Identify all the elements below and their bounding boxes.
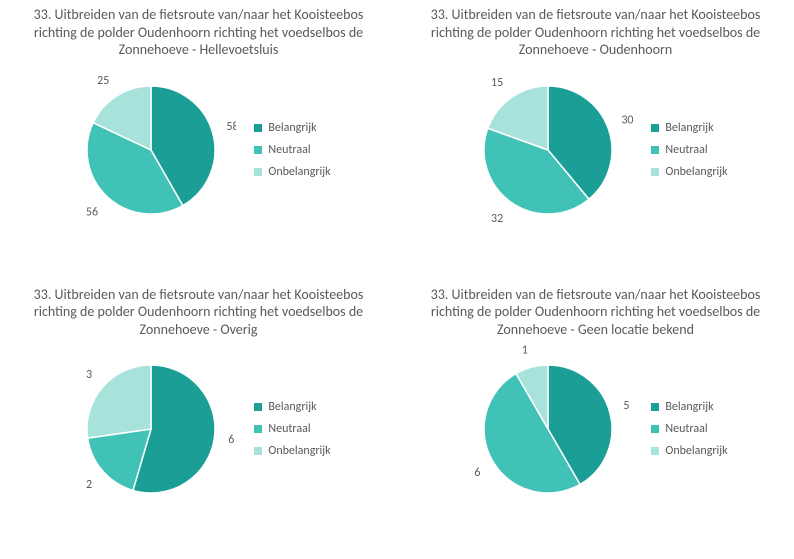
chart-row: 5 6 1 Belangrijk Neutraal Onbelangrijk <box>405 344 786 514</box>
legend-item-neutraal: Neutraal <box>651 143 727 157</box>
legend: Belangrijk Neutraal Onbelangrijk <box>254 400 330 458</box>
chart-row: 30 32 15 Belangrijk Neutraal Onbelangrijk <box>405 65 786 235</box>
legend-label: Belangrijk <box>665 400 713 414</box>
legend-item-belangrijk: Belangrijk <box>651 121 727 135</box>
chart-title: 33. Uitbreiden van de fietsroute van/naa… <box>14 286 384 339</box>
pie-chart-bl: 6 2 3 <box>66 344 236 514</box>
legend-swatch-onbelangrijk <box>254 168 262 176</box>
pie-chart-br: 5 6 1 <box>463 344 633 514</box>
legend-item-onbelangrijk: Onbelangrijk <box>254 444 330 458</box>
pie-label-a: 5 <box>624 399 630 413</box>
legend-swatch-neutraal <box>254 425 262 433</box>
chart-grid: 33. Uitbreiden van de fietsroute van/naa… <box>0 0 794 559</box>
legend-label: Belangrijk <box>665 121 713 135</box>
legend: Belangrijk Neutraal Onbelangrijk <box>254 121 330 179</box>
legend-swatch-neutraal <box>651 146 659 154</box>
chart-cell-tl: 33. Uitbreiden van de fietsroute van/naa… <box>0 0 397 280</box>
chart-cell-br: 33. Uitbreiden van de fietsroute van/naa… <box>397 280 794 559</box>
pie-label-a: 6 <box>229 433 235 447</box>
legend-item-belangrijk: Belangrijk <box>651 400 727 414</box>
legend-label: Onbelangrijk <box>665 444 727 458</box>
pie-chart-tr: 30 32 15 <box>463 65 633 235</box>
pie-label-b: 2 <box>86 478 92 492</box>
legend-label: Neutraal <box>665 143 707 157</box>
chart-row: 6 2 3 Belangrijk Neutraal Onbelangrijk <box>8 344 389 514</box>
legend-swatch-onbelangrijk <box>651 168 659 176</box>
legend: Belangrijk Neutraal Onbelangrijk <box>651 121 727 179</box>
pie-chart-tl: 58 56 25 <box>66 65 236 235</box>
legend-label: Onbelangrijk <box>268 444 330 458</box>
chart-row: 58 56 25 Belangrijk Neutraal Onbelangrijk <box>8 65 389 235</box>
legend-label: Neutraal <box>665 422 707 436</box>
legend-item-belangrijk: Belangrijk <box>254 121 330 135</box>
chart-title: 33. Uitbreiden van de fietsroute van/naa… <box>411 6 781 59</box>
chart-cell-tr: 33. Uitbreiden van de fietsroute van/naa… <box>397 0 794 280</box>
legend-item-neutraal: Neutraal <box>254 422 330 436</box>
legend-item-neutraal: Neutraal <box>651 422 727 436</box>
legend-item-onbelangrijk: Onbelangrijk <box>651 165 727 179</box>
legend-label: Neutraal <box>268 143 310 157</box>
legend-label: Onbelangrijk <box>268 165 330 179</box>
pie-slice-c <box>87 365 151 438</box>
pie-label-c: 15 <box>491 76 503 90</box>
pie-label-a: 58 <box>227 119 237 133</box>
legend-swatch-neutraal <box>651 425 659 433</box>
legend-label: Belangrijk <box>268 121 316 135</box>
legend: Belangrijk Neutraal Onbelangrijk <box>651 400 727 458</box>
legend-item-belangrijk: Belangrijk <box>254 400 330 414</box>
legend-label: Neutraal <box>268 422 310 436</box>
legend-label: Belangrijk <box>268 400 316 414</box>
chart-title: 33. Uitbreiden van de fietsroute van/naa… <box>411 286 781 339</box>
pie-label-a: 30 <box>622 113 634 127</box>
pie-label-c: 1 <box>522 344 528 358</box>
pie-label-c: 25 <box>97 74 109 88</box>
legend-item-neutraal: Neutraal <box>254 143 330 157</box>
legend-item-onbelangrijk: Onbelangrijk <box>651 444 727 458</box>
legend-swatch-onbelangrijk <box>254 447 262 455</box>
pie-label-b: 56 <box>86 205 98 219</box>
legend-swatch-onbelangrijk <box>651 447 659 455</box>
pie-label-b: 32 <box>491 211 503 225</box>
legend-label: Onbelangrijk <box>665 165 727 179</box>
legend-item-onbelangrijk: Onbelangrijk <box>254 165 330 179</box>
chart-title: 33. Uitbreiden van de fietsroute van/naa… <box>14 6 384 59</box>
legend-swatch-neutraal <box>254 146 262 154</box>
pie-label-c: 3 <box>86 368 92 382</box>
legend-swatch-belangrijk <box>651 124 659 132</box>
pie-label-b: 6 <box>475 466 481 480</box>
page: 33. Uitbreiden van de fietsroute van/naa… <box>0 0 794 559</box>
legend-swatch-belangrijk <box>254 403 262 411</box>
legend-swatch-belangrijk <box>254 124 262 132</box>
chart-cell-bl: 33. Uitbreiden van de fietsroute van/naa… <box>0 280 397 559</box>
legend-swatch-belangrijk <box>651 403 659 411</box>
